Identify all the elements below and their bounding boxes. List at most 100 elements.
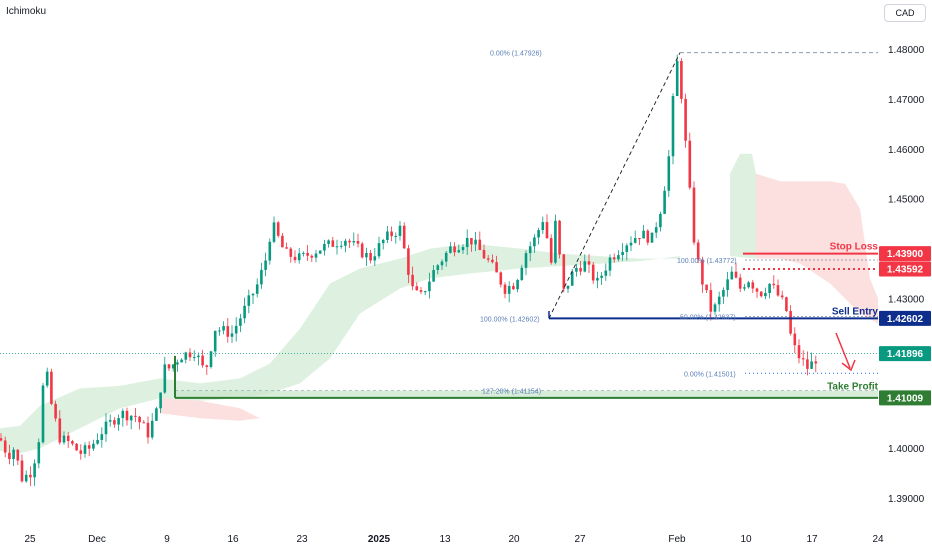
y-tick-label: 1.46000 [888,145,925,156]
candle [201,355,204,366]
candle [570,271,574,286]
candle [650,232,654,243]
candle [545,222,549,239]
stop-loss-label: Stop Loss [830,242,879,253]
candle [20,460,24,482]
candle [612,257,616,260]
candle [701,259,704,285]
y-tick-label: 1.40000 [888,444,925,455]
candle [171,364,175,369]
fib-label: 50.00% (1.42637) [680,315,736,322]
candle [276,222,280,236]
candle [348,240,351,243]
candle [251,293,255,296]
x-tick-label: 27 [574,534,586,545]
candle [717,296,721,305]
candle [79,450,83,454]
candle [554,220,557,263]
candle [751,282,755,289]
candle [402,225,406,249]
candle [180,359,183,363]
candle [58,418,62,443]
candle [306,252,309,256]
candle [633,238,637,243]
kumo-green [0,243,680,454]
candle [692,187,696,243]
candle [285,247,288,249]
candle [92,443,95,449]
candle [365,253,368,258]
candle [457,250,461,253]
candle [436,265,440,270]
candle [176,362,179,365]
candle [743,287,746,289]
price-badge [879,346,931,362]
candle [54,403,57,419]
candle [50,371,53,404]
candle [407,248,410,275]
price-badge-label: 1.41896 [887,349,924,360]
candle [474,239,477,245]
candle [293,256,297,261]
candle [730,271,734,280]
candle [108,420,112,422]
take-profit-label: Take Profit [827,382,879,393]
fib-label: 100.00% (1.43772) [677,258,737,265]
candle [213,330,217,352]
candle [507,286,511,294]
candle [381,239,385,244]
price-badge-label: 1.43592 [887,264,924,275]
candle [117,418,120,425]
candle [461,247,465,251]
candle [520,267,524,281]
candle [29,474,32,478]
price-badge [879,261,931,277]
price-badge [879,310,931,326]
candle [100,434,104,440]
candle [470,237,473,245]
currency-button[interactable]: CAD [884,4,926,22]
candle [759,291,763,297]
y-tick-label: 1.47000 [888,95,925,106]
candle [373,256,377,261]
candle [16,449,20,461]
candle [41,385,45,443]
candle [764,292,767,297]
candle [331,240,335,247]
candle [503,284,507,294]
x-tick-label: Feb [668,534,686,545]
fib-label: 100.00% (1.42602) [480,316,540,323]
candle [499,272,503,285]
x-tick-label: 16 [227,534,239,545]
candle [159,392,162,409]
candle [272,222,276,242]
candle [566,285,570,289]
candle [486,258,490,260]
candle [444,252,448,262]
candle [776,285,780,296]
candle [524,253,528,268]
candle [218,330,221,332]
candle [780,295,784,298]
candle [428,281,431,292]
candle [314,253,318,258]
candle [167,364,171,369]
candle [188,352,192,358]
candle [814,361,818,364]
candle [688,140,692,188]
candle [37,442,41,464]
candle [352,241,356,243]
candle [675,60,679,97]
candle [239,318,242,326]
candle [289,248,293,257]
kumo-green-2 [730,153,756,259]
candle [134,415,137,417]
candle [432,269,435,282]
candle [104,421,108,435]
candle [163,364,167,393]
candle [255,284,259,294]
candle [192,357,196,359]
candle [125,410,129,421]
fib-label: 0.00% (1.47926) [490,51,542,58]
